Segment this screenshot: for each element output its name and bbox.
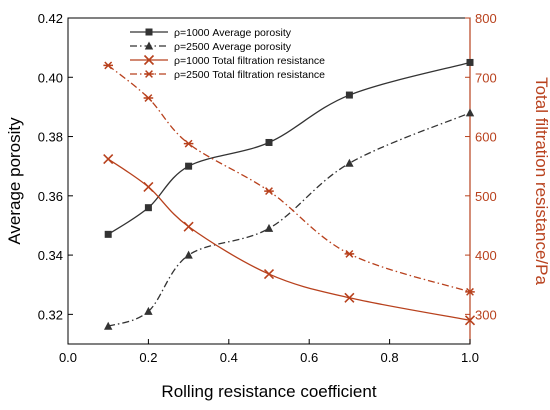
legend-label: ρ=2500 Average porosity xyxy=(174,41,292,53)
data-point xyxy=(344,249,355,258)
x-tick-label: 0.2 xyxy=(139,350,157,365)
data-point xyxy=(143,54,155,66)
data-point xyxy=(143,181,154,192)
legend-item: ρ=1000 Average porosity xyxy=(130,27,292,39)
data-point xyxy=(104,230,112,238)
series-line xyxy=(107,61,471,235)
data-point xyxy=(185,162,193,170)
data-point xyxy=(465,108,475,117)
legend-item: ρ=2500 Total filtration resistance xyxy=(130,69,325,81)
series-group xyxy=(103,58,476,330)
x-axis-label: Rolling resistance coefficient xyxy=(161,382,376,401)
data-point xyxy=(344,292,355,303)
data-point xyxy=(263,268,275,280)
ticks: 0.0 0.2 0.4 0.6 0.8 1.0 0.32 0.34 0.36 0.38 0.40 0.… xyxy=(38,11,497,365)
series-asterisk xyxy=(103,61,475,296)
series-line xyxy=(107,158,471,321)
data-point xyxy=(464,315,476,326)
data-point xyxy=(264,223,274,232)
data-point xyxy=(103,61,113,70)
x-tick-label: 0.4 xyxy=(220,350,238,365)
y2-tick-label: 800 xyxy=(475,11,497,26)
data-point xyxy=(264,187,274,196)
data-point xyxy=(144,204,152,212)
y-tick-label: 0.40 xyxy=(38,70,63,85)
series-line xyxy=(107,64,471,293)
data-point xyxy=(104,321,113,330)
series-square xyxy=(104,58,474,238)
y-axis-label: Average porosity xyxy=(5,117,24,245)
legend-label: ρ=1000 Average porosity xyxy=(174,27,292,39)
data-point xyxy=(265,138,273,146)
data-point xyxy=(184,250,193,259)
data-point xyxy=(144,70,154,78)
data-point xyxy=(466,58,474,66)
y-tick-label: 0.38 xyxy=(38,130,63,145)
legend: ρ=1000 Average porosity ρ=2500 Average po… xyxy=(130,27,325,81)
x-tick-label: 0.6 xyxy=(300,350,318,365)
data-point xyxy=(465,287,475,296)
y-tick-label: 0.36 xyxy=(38,189,63,204)
data-point xyxy=(144,41,154,50)
data-point xyxy=(345,91,353,99)
y2-tick-label: 600 xyxy=(475,130,497,145)
y-tick-label: 0.32 xyxy=(38,307,63,322)
series-triangle xyxy=(104,108,475,330)
data-point xyxy=(103,154,114,165)
y2-tick-label: 500 xyxy=(475,189,497,204)
data-point xyxy=(183,139,194,148)
x-tick-label: 0.8 xyxy=(381,350,399,365)
y2-tick-label: 700 xyxy=(475,70,497,85)
legend-label: ρ=2500 Total filtration resistance xyxy=(174,69,325,81)
data-point xyxy=(183,221,194,232)
legend-label: ρ=1000 Total filtration resistance xyxy=(174,55,325,67)
series-line xyxy=(107,112,471,327)
legend-item: ρ=1000 Total filtration resistance xyxy=(130,54,325,67)
data-point xyxy=(145,28,153,36)
y2-tick-label: 400 xyxy=(475,248,497,263)
data-point xyxy=(144,306,153,315)
x-tick-label: 1.0 xyxy=(461,350,479,365)
y-tick-label: 0.42 xyxy=(38,11,63,26)
series-x xyxy=(103,154,476,326)
y2-tick-label: 300 xyxy=(475,307,497,322)
y-tick-label: 0.34 xyxy=(38,248,63,263)
data-point xyxy=(345,158,354,167)
x-tick-label: 0.0 xyxy=(59,350,77,365)
data-point xyxy=(143,94,154,102)
y2-axis-label: Total filtration resistance/Pa xyxy=(532,77,550,285)
legend-item: ρ=2500 Average porosity xyxy=(130,41,292,53)
